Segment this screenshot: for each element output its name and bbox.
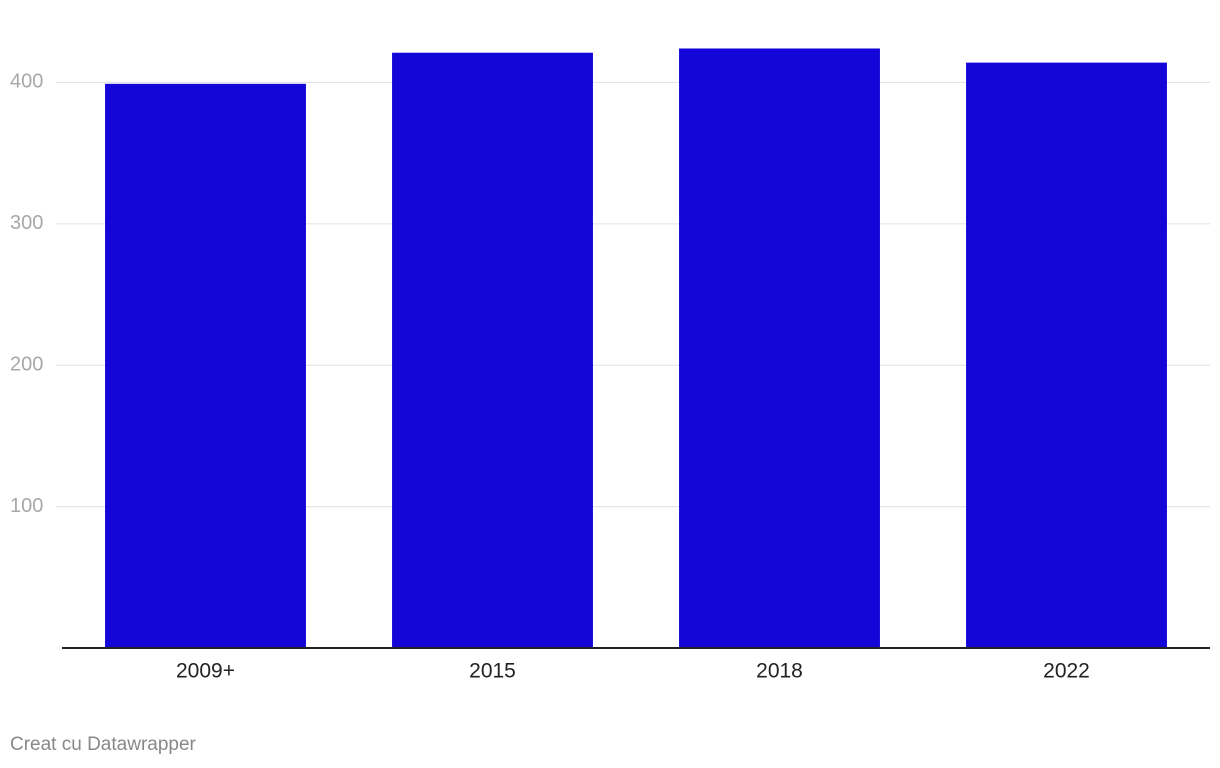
y-tick-label: 400 bbox=[10, 71, 43, 93]
bar bbox=[392, 52, 593, 648]
y-tick-label: 300 bbox=[10, 212, 43, 234]
x-tick-label: 2022 bbox=[1043, 660, 1090, 683]
x-tick-label: 2015 bbox=[469, 660, 516, 683]
y-tick-label: 100 bbox=[10, 495, 43, 517]
y-tick-label: 200 bbox=[10, 353, 43, 375]
footer: Creat cu Datawrapper bbox=[10, 734, 197, 755]
bar bbox=[105, 83, 306, 648]
x-tick-label: 2018 bbox=[756, 660, 803, 683]
x-tick-label: 2009+ bbox=[176, 660, 235, 683]
bar bbox=[966, 62, 1167, 649]
bar bbox=[679, 48, 880, 649]
